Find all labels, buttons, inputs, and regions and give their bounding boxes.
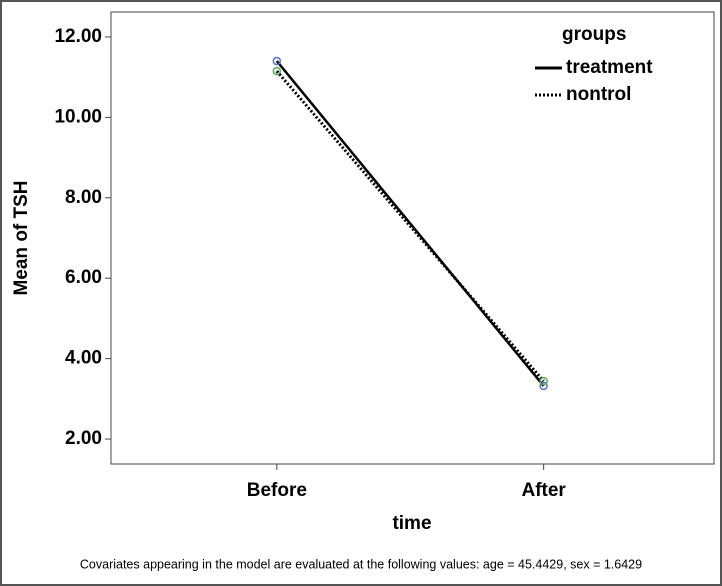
y-tick-label: 12.00 bbox=[54, 26, 102, 47]
legend-title: groups bbox=[562, 24, 626, 45]
series-line bbox=[275, 70, 545, 383]
x-tick-label: After bbox=[521, 480, 566, 501]
legend-label: treatment bbox=[566, 57, 653, 78]
data-point bbox=[272, 66, 282, 76]
data-point bbox=[539, 381, 548, 391]
y-tick-label: 2.00 bbox=[65, 428, 102, 449]
data-point bbox=[272, 56, 282, 66]
x-tick-label: Before bbox=[247, 480, 307, 501]
data-point bbox=[539, 376, 548, 386]
y-axis-label: Mean of TSH bbox=[11, 180, 32, 295]
series-line bbox=[275, 60, 545, 387]
legend-label: nontrol bbox=[566, 84, 631, 105]
y-tick-label: 6.00 bbox=[65, 267, 102, 288]
plot-area bbox=[110, 11, 715, 465]
y-tick-label: 4.00 bbox=[65, 348, 102, 369]
y-tick-label: 10.00 bbox=[54, 106, 102, 127]
footnote: Covariates appearing in the model are ev… bbox=[80, 557, 642, 571]
y-tick-label: 8.00 bbox=[65, 187, 102, 208]
x-axis-label: time bbox=[392, 513, 431, 534]
